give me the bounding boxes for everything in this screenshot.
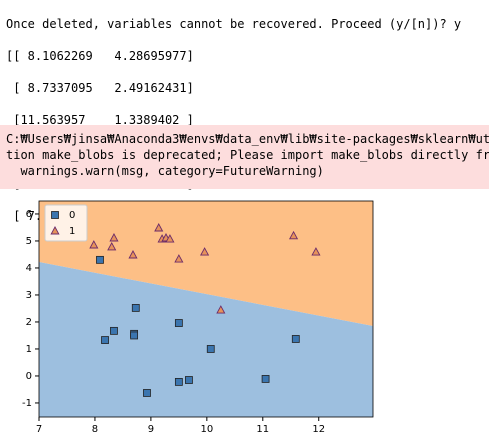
point: [216, 305, 226, 314]
legend-label: 1: [69, 226, 75, 237]
point: [143, 389, 151, 397]
point: [200, 247, 210, 256]
point: [128, 250, 138, 259]
y-tick-label: 6: [26, 209, 32, 220]
point: [261, 375, 270, 383]
point: [174, 319, 183, 327]
legend-box: [44, 204, 88, 242]
y-tick-label: 1: [26, 344, 32, 355]
point: [101, 336, 109, 344]
point: [96, 255, 104, 264]
output-line: Once deleted, variables cannot be recove…: [6, 17, 462, 31]
x-tick-label: 9: [148, 424, 154, 435]
y-tick-label: 0: [26, 371, 32, 382]
point: [165, 234, 175, 243]
point: [131, 304, 140, 312]
point: [291, 335, 300, 343]
plot-frame: [38, 200, 374, 418]
x-tick-label: 8: [92, 424, 98, 435]
point: [107, 241, 117, 251]
legend-marker: [50, 226, 60, 235]
legend-marker: [51, 211, 59, 219]
output-line: [11.563957 1.3389402 ]: [6, 113, 194, 127]
region-above: [39, 201, 373, 327]
y-tick-label: 3: [26, 290, 32, 301]
output-line: [ 8.7337095 2.49162431]: [6, 81, 194, 95]
output-line: [[ 8.1062269 4.28695977]: [6, 49, 194, 63]
point: [174, 254, 184, 263]
point: [311, 247, 321, 256]
y-tick-label: 4: [26, 263, 32, 274]
warning-line: tion make_blobs is deprecated; Please im…: [6, 148, 489, 162]
warning-line: warnings.warn(msg, category=FutureWarnin…: [6, 164, 324, 178]
legend-label: 0: [69, 210, 75, 221]
point: [174, 377, 183, 386]
point: [288, 230, 299, 240]
region-below: [39, 262, 373, 417]
warning-line: C:₩Users₩jinsa₩Anaconda3₩envs₩data_env₩l…: [6, 132, 489, 146]
warning-box: C:₩Users₩jinsa₩Anaconda3₩envs₩data_env₩l…: [0, 125, 489, 189]
point: [206, 345, 215, 353]
x-tick-label: 7: [36, 424, 42, 435]
y-tick-label: 5: [26, 236, 32, 247]
point: [154, 223, 164, 232]
x-tick-label: 11: [256, 424, 269, 435]
y-tick-label: 2: [26, 317, 32, 328]
point: [109, 233, 119, 242]
x-tick-label: 10: [200, 424, 213, 435]
y-tick-label: -1: [22, 398, 32, 409]
point: [130, 331, 139, 340]
x-tick-label: 12: [312, 424, 325, 435]
point: [89, 240, 99, 249]
point: [185, 376, 193, 384]
point: [110, 326, 118, 335]
